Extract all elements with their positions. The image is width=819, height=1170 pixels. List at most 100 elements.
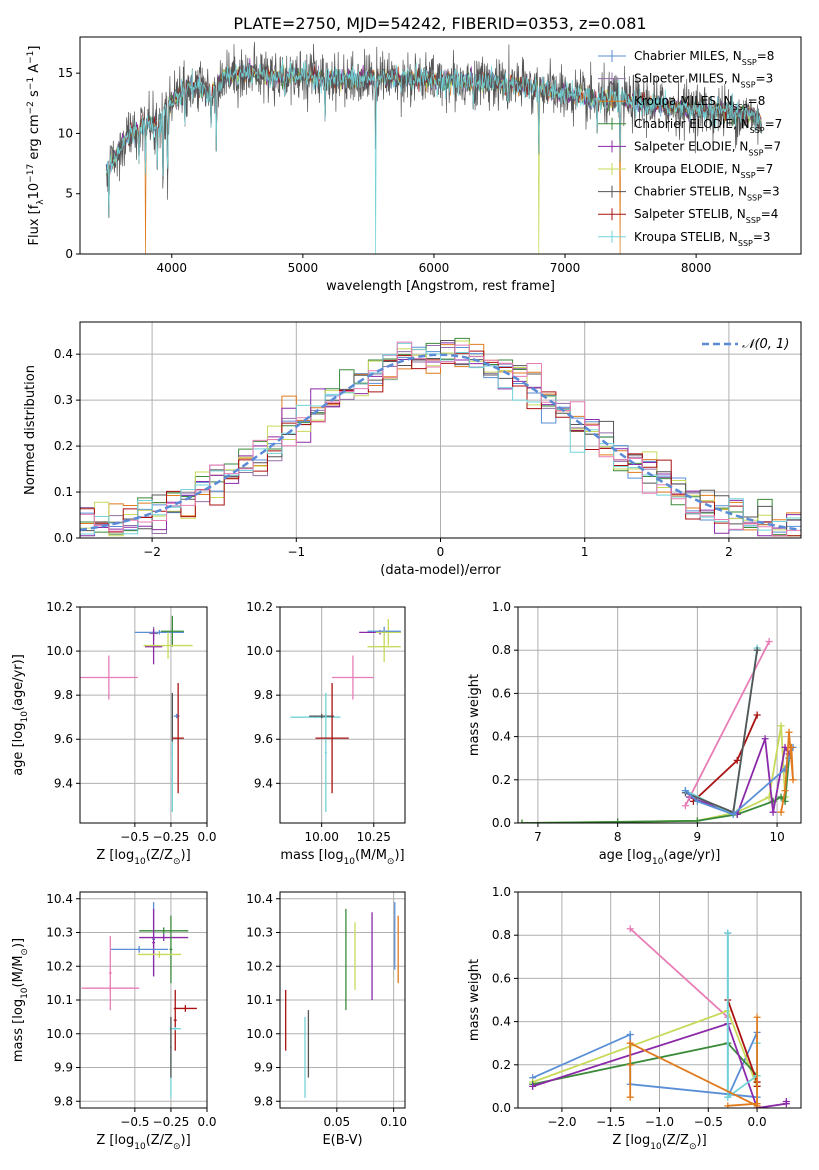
x-tick-label: 1 — [581, 545, 589, 559]
legend-entry: Kroupa STELIB, NSSP=3 — [634, 230, 771, 248]
y-tick-label: 9.9 — [54, 1061, 73, 1075]
legend-label: Kroupa ELODIE, N — [634, 162, 741, 176]
legend-entry: Chabrier ELODIE, NSSP=7 — [634, 117, 782, 135]
residuals-panel: −2 −1 0 1 2 0.0 0.1 0.2 0.3 0.4 (data-model)/error… — [23, 321, 802, 578]
weight-point-marker — [769, 808, 777, 816]
x-tick-label: 0.10 — [380, 1115, 407, 1129]
y-tick-label: 5 — [65, 187, 73, 201]
weight-point-marker — [777, 808, 785, 816]
weight-point-marker — [693, 817, 701, 823]
figure-title: PLATE=2750, MJD=54242, FIBERID=0353, z=0… — [233, 14, 646, 33]
x-axis-label-part: 10 — [652, 857, 664, 867]
legend-entry: Kroupa ELODIE, NSSP=7 — [634, 162, 773, 180]
y-tick-label: 10.2 — [46, 600, 73, 614]
legend-subscript: SSP — [741, 80, 756, 89]
x-axis-label-part: )] — [697, 1133, 707, 1148]
y-tick-label: 0.2 — [54, 439, 73, 453]
x-tick-label: 4000 — [156, 261, 187, 275]
x-tick-label: −0.25 — [153, 830, 190, 844]
y-tick-label: 10.2 — [246, 600, 273, 614]
x-axis-label-part: 10 — [650, 1142, 662, 1152]
y-tick-label: 10.4 — [46, 892, 73, 906]
y-axis-label-part: erg cm — [27, 114, 42, 163]
y-tick-label: 1.0 — [492, 885, 511, 899]
y-tick-label: 9.6 — [254, 732, 273, 746]
x-tick-label: 2 — [725, 545, 733, 559]
y-axis-label-part: 10 — [20, 987, 30, 999]
y-tick-label: 10 — [58, 126, 73, 140]
y-tick-label: 9.4 — [254, 776, 273, 790]
y-tick-label: 0.2 — [492, 1058, 511, 1072]
legend-label: Chabrier ELODIE, N — [634, 117, 750, 131]
legend-suffix: =7 — [756, 162, 774, 176]
y-tick-label: 10.4 — [246, 892, 273, 906]
y-axis-label-part: 10 — [20, 711, 30, 723]
y-axis-label-part: mass [log — [11, 999, 26, 1062]
weight-point-marker — [753, 1013, 761, 1021]
x-axis-label-part: mass [log — [280, 848, 343, 863]
legend-suffix: =7 — [765, 117, 783, 131]
y-axis-label-part: (M/M — [11, 956, 26, 988]
x-tick-label: 7 — [534, 830, 542, 844]
weight-point-marker — [782, 1098, 790, 1106]
y-axis-label: mass weight — [467, 674, 482, 756]
x-axis-label-part: ⊙ — [387, 857, 395, 867]
y-tick-label: 0.0 — [492, 1101, 511, 1115]
axes-frame — [79, 606, 208, 824]
spectrum-line-chabrier-stelib — [105, 41, 762, 210]
y-tick-label: 10.1 — [46, 993, 73, 1007]
y-tick-label: 0.1 — [54, 485, 73, 499]
y-axis-label: mass weight — [467, 959, 482, 1041]
age-vs-mass-panel: 10.00 10.25 9.4 9.6 9.8 10.0 10.2 mass [log10(M… — [246, 600, 406, 867]
legend-subscript: SSP — [738, 238, 753, 247]
x-tick-label: −1 — [287, 545, 305, 559]
x-tick-label: −0.5 — [120, 830, 149, 844]
x-axis-label-part: (age/yr)] — [663, 848, 720, 863]
axes-frame — [517, 891, 802, 1109]
spectrum-panel: 4000 5000 6000 7000 8000 0 5 10 15 wavelength [An… — [26, 36, 802, 294]
x-tick-label: 0 — [437, 545, 445, 559]
x-axis-label-part: Z [log — [612, 1133, 650, 1148]
histogram-pink — [80, 341, 801, 537]
y-axis-label-part: s — [27, 90, 42, 101]
y-tick-label: 9.8 — [254, 1094, 273, 1108]
weight-point-marker — [753, 1100, 761, 1108]
weight-point-marker — [781, 787, 789, 795]
x-tick-label: 10 — [769, 830, 784, 844]
weight-point-marker — [753, 646, 761, 654]
legend-label: Salpeter STELIB, N — [634, 207, 746, 221]
x-axis-label-part: ⊙ — [173, 1142, 181, 1152]
y-tick-label: 9.6 — [54, 732, 73, 746]
y-axis-label-part: −17 — [26, 164, 36, 183]
weight-point-marker — [626, 1039, 634, 1047]
weight-point-marker — [724, 1102, 732, 1108]
y-tick-label: 0.4 — [492, 730, 511, 744]
y-axis-label-part: A — [27, 64, 42, 77]
x-tick-label: −2.0 — [547, 1115, 576, 1129]
weight-point-marker — [626, 925, 634, 933]
x-axis-label: mass [log10(M/M⊙)] — [280, 848, 404, 867]
x-axis-label-part: (M/M — [355, 848, 387, 863]
y-tick-label: 0.2 — [492, 773, 511, 787]
legend-subscript: SSP — [750, 125, 765, 134]
legend-entry: Chabrier STELIB, NSSP=3 — [634, 185, 780, 203]
normal-curve — [79, 353, 802, 532]
x-tick-label: −0.5 — [120, 1115, 149, 1129]
mass-vs-reddening-panel: 0.05 0.10 9.8 9.9 10.0 10.1 10.2 10.3 10.4 E(B-V) — [246, 891, 407, 1148]
weight-point-marker — [681, 787, 689, 795]
legend-label: Salpeter ELODIE, N — [634, 139, 748, 153]
y-tick-label: 9.8 — [54, 688, 73, 702]
y-tick-label: 9.8 — [54, 1094, 73, 1108]
y-tick-label: 10.2 — [46, 959, 73, 973]
y-axis-label-part: −1 — [26, 51, 36, 64]
y-tick-label: 0.8 — [492, 643, 511, 657]
legend-label: Salpeter MILES, N — [634, 72, 741, 86]
y-tick-label: 10.0 — [46, 1027, 73, 1041]
x-axis-label-part: 10 — [344, 857, 356, 867]
mass-vs-metallicity-panel: −0.5 −0.25 0.0 9.8 9.9 10.0 10.1 10.2 10.3 10.4 Z … — [11, 891, 217, 1152]
x-tick-label: 9 — [694, 830, 702, 844]
y-axis-label-part: Flux [f — [27, 204, 42, 245]
axes-frame — [279, 606, 406, 824]
